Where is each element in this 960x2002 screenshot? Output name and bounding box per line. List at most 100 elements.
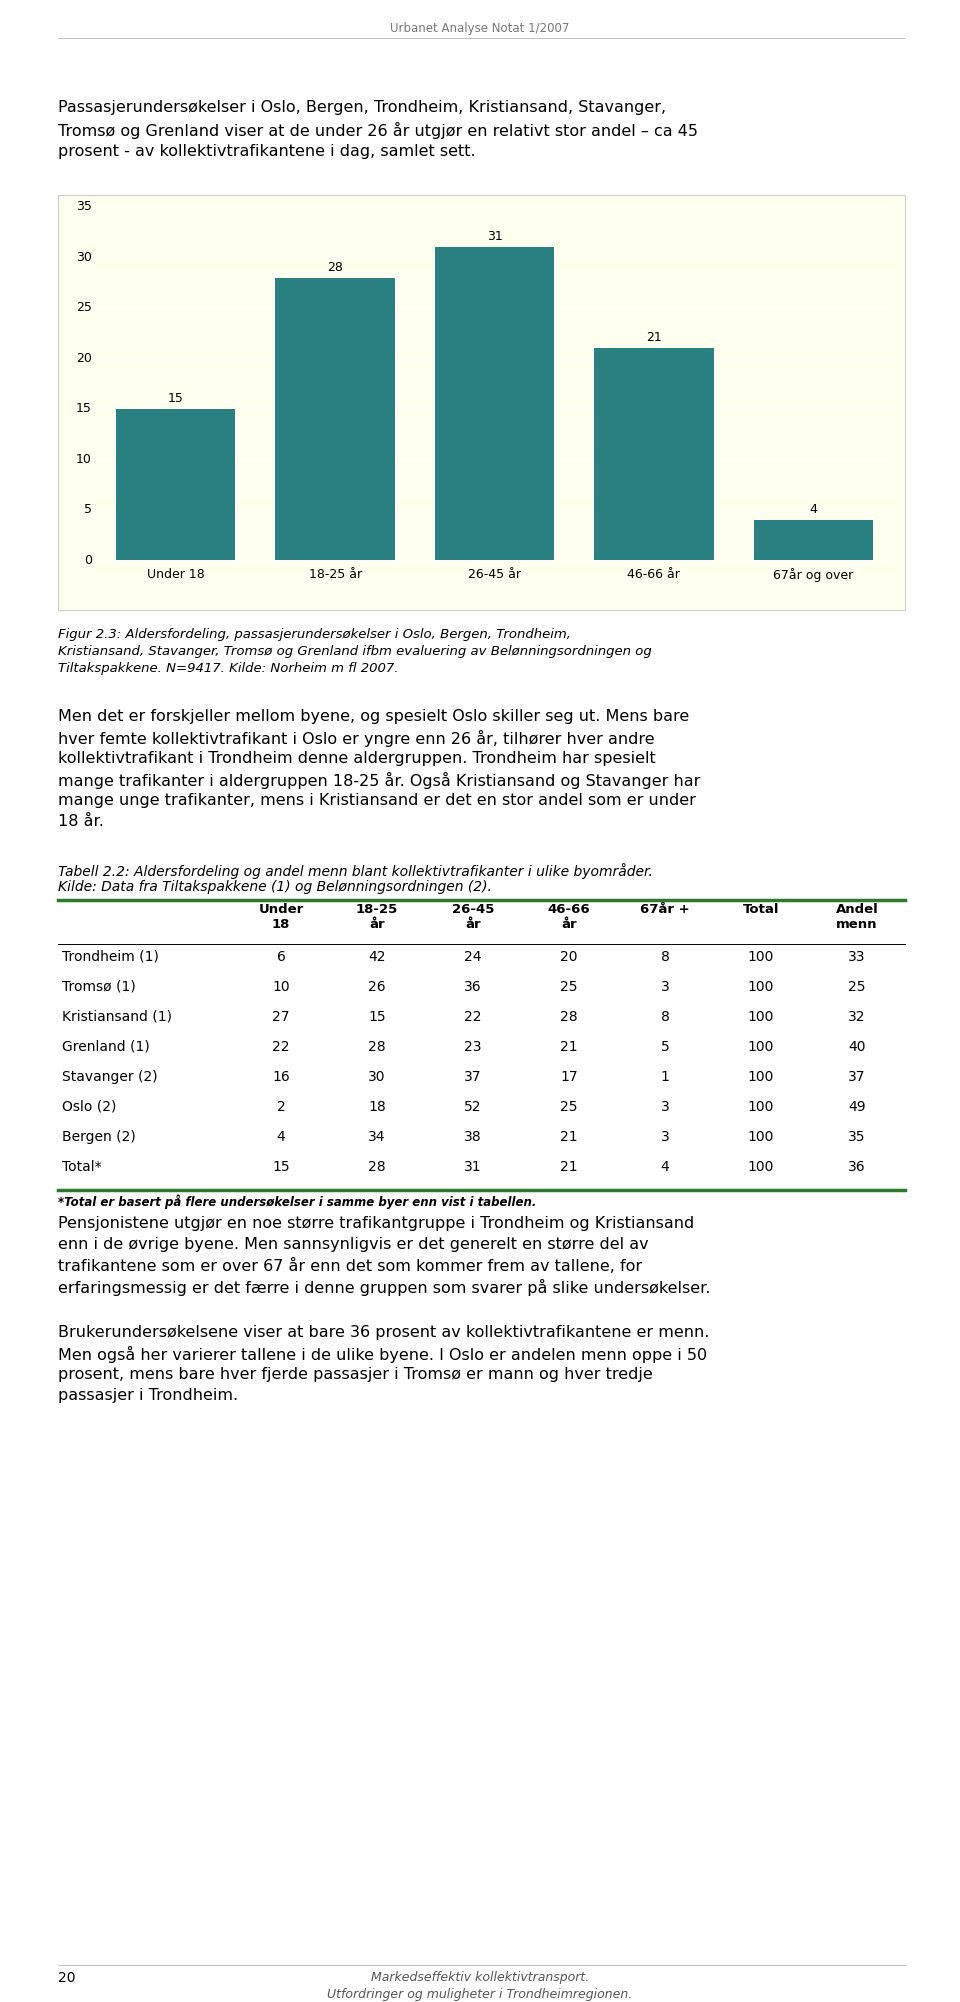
- Text: 22: 22: [273, 1039, 290, 1053]
- Text: 35: 35: [849, 1129, 866, 1143]
- Text: 0: 0: [84, 553, 92, 567]
- Text: 36: 36: [465, 981, 482, 995]
- Text: Under 18: Under 18: [147, 569, 204, 581]
- Text: passasjer i Trondheim.: passasjer i Trondheim.: [58, 1387, 238, 1403]
- Text: 21: 21: [561, 1129, 578, 1143]
- Text: 100: 100: [748, 981, 774, 995]
- Text: 15: 15: [273, 1159, 290, 1173]
- Text: 26: 26: [369, 981, 386, 995]
- Text: 4: 4: [809, 503, 817, 517]
- Text: 8: 8: [660, 1009, 669, 1023]
- Text: Oslo (2): Oslo (2): [62, 1099, 116, 1113]
- Text: 26-45
år: 26-45 år: [452, 903, 494, 931]
- Text: 25: 25: [561, 981, 578, 995]
- Text: 2: 2: [276, 1099, 285, 1113]
- Text: 37: 37: [465, 1069, 482, 1083]
- Text: Urbanet Analyse Notat 1/2007: Urbanet Analyse Notat 1/2007: [391, 22, 569, 34]
- Text: Passasjerundersøkelser i Oslo, Bergen, Trondheim, Kristiansand, Stavanger,: Passasjerundersøkelser i Oslo, Bergen, T…: [58, 100, 666, 114]
- Text: 21: 21: [561, 1039, 578, 1053]
- Text: Total: Total: [743, 903, 780, 917]
- Text: 38: 38: [465, 1129, 482, 1143]
- Text: 30: 30: [76, 250, 92, 264]
- Text: Grenland (1): Grenland (1): [62, 1039, 150, 1053]
- Text: 18 år.: 18 år.: [58, 815, 104, 829]
- Text: Total*: Total*: [62, 1159, 102, 1173]
- Text: 52: 52: [465, 1099, 482, 1113]
- Text: 37: 37: [849, 1069, 866, 1083]
- Text: 17: 17: [561, 1069, 578, 1083]
- Text: 18: 18: [368, 1099, 386, 1113]
- Text: kollektivtrafikant i Trondheim denne aldergruppen. Trondheim har spesielt: kollektivtrafikant i Trondheim denne ald…: [58, 751, 656, 767]
- Text: 67år og over: 67år og over: [773, 569, 853, 583]
- Text: 21: 21: [646, 330, 661, 344]
- Text: Kristiansand (1): Kristiansand (1): [62, 1009, 172, 1023]
- Text: 4: 4: [276, 1129, 285, 1143]
- Bar: [594, 348, 713, 561]
- Text: 46-66 år: 46-66 år: [628, 569, 681, 581]
- Text: 24: 24: [465, 951, 482, 965]
- Text: Tiltakspakkene. N=9417. Kilde: Norheim m fl 2007.: Tiltakspakkene. N=9417. Kilde: Norheim m…: [58, 663, 398, 675]
- Text: Men også her varierer tallene i de ulike byene. I Oslo er andelen menn oppe i 50: Men også her varierer tallene i de ulike…: [58, 1345, 708, 1363]
- Text: 5: 5: [660, 1039, 669, 1053]
- Text: 25: 25: [849, 981, 866, 995]
- Text: trafikantene som er over 67 år enn det som kommer frem av tallene, for: trafikantene som er over 67 år enn det s…: [58, 1257, 642, 1273]
- Bar: [435, 248, 554, 561]
- Text: 100: 100: [748, 1009, 774, 1023]
- Text: 46-66
år: 46-66 år: [548, 903, 590, 931]
- Text: 1: 1: [660, 1069, 669, 1083]
- Text: 49: 49: [849, 1099, 866, 1113]
- Text: prosent - av kollektivtrafikantene i dag, samlet sett.: prosent - av kollektivtrafikantene i dag…: [58, 144, 475, 158]
- Text: mange unge trafikanter, mens i Kristiansand er det en stor andel som er under: mange unge trafikanter, mens i Kristians…: [58, 793, 696, 809]
- Text: 27: 27: [273, 1009, 290, 1023]
- Text: 22: 22: [465, 1009, 482, 1023]
- Text: 30: 30: [369, 1069, 386, 1083]
- Text: Pensjonistene utgjør en noe større trafikantgruppe i Trondheim og Kristiansand: Pensjonistene utgjør en noe større trafi…: [58, 1215, 694, 1231]
- Text: mange trafikanter i aldergruppen 18-25 år. Også Kristiansand og Stavanger har: mange trafikanter i aldergruppen 18-25 å…: [58, 773, 701, 789]
- Text: 10: 10: [76, 452, 92, 466]
- Text: 100: 100: [748, 1159, 774, 1173]
- Text: 8: 8: [660, 951, 669, 965]
- Text: 67år +: 67år +: [640, 903, 690, 917]
- Text: enn i de øvrige byene. Men sannsynligvis er det generelt en større del av: enn i de øvrige byene. Men sannsynligvis…: [58, 1237, 649, 1251]
- Text: 40: 40: [849, 1039, 866, 1053]
- Text: 31: 31: [465, 1159, 482, 1173]
- Text: Trondheim (1): Trondheim (1): [62, 951, 158, 965]
- Text: 28: 28: [369, 1159, 386, 1173]
- Text: 5: 5: [84, 503, 92, 517]
- Text: 28: 28: [561, 1009, 578, 1023]
- Text: 32: 32: [849, 1009, 866, 1023]
- Text: *Total er basert på flere undersøkelser i samme byer enn vist i tabellen.: *Total er basert på flere undersøkelser …: [58, 1193, 537, 1209]
- Text: Tromsø og Grenland viser at de under 26 år utgjør en relativt stor andel – ca 45: Tromsø og Grenland viser at de under 26 …: [58, 122, 698, 138]
- Text: 15: 15: [369, 1009, 386, 1023]
- Text: 23: 23: [465, 1039, 482, 1053]
- Text: 100: 100: [748, 1039, 774, 1053]
- Text: 31: 31: [487, 230, 502, 244]
- Text: 16: 16: [272, 1069, 290, 1083]
- Text: 20: 20: [58, 1972, 76, 1986]
- Text: Brukerundersøkelsene viser at bare 36 prosent av kollektivtrafikantene er menn.: Brukerundersøkelsene viser at bare 36 pr…: [58, 1325, 709, 1339]
- Bar: [58, 194, 905, 611]
- Text: 34: 34: [369, 1129, 386, 1143]
- Text: 28: 28: [369, 1039, 386, 1053]
- Text: 15: 15: [76, 402, 92, 414]
- Text: prosent, mens bare hver fjerde passasjer i Tromsø er mann og hver tredje: prosent, mens bare hver fjerde passasjer…: [58, 1367, 653, 1381]
- Text: 3: 3: [660, 1099, 669, 1113]
- Text: Utfordringer og muligheter i Trondheimregionen.: Utfordringer og muligheter i Trondheimre…: [327, 1988, 633, 2002]
- Text: 3: 3: [660, 1129, 669, 1143]
- Bar: [754, 521, 873, 561]
- Text: 26-45 år: 26-45 år: [468, 569, 521, 581]
- Bar: [116, 408, 235, 561]
- Text: Bergen (2): Bergen (2): [62, 1129, 135, 1143]
- Text: hver femte kollektivtrafikant i Oslo er yngre enn 26 år, tilhører hver andre: hver femte kollektivtrafikant i Oslo er …: [58, 731, 655, 747]
- Text: 25: 25: [561, 1099, 578, 1113]
- Text: 100: 100: [748, 1129, 774, 1143]
- Text: 3: 3: [660, 981, 669, 995]
- Text: 18-25 år: 18-25 år: [308, 569, 362, 581]
- Text: 100: 100: [748, 1069, 774, 1083]
- Text: 20: 20: [561, 951, 578, 965]
- Text: Tabell 2.2: Aldersfordeling og andel menn blant kollektivtrafikanter i ulike byo: Tabell 2.2: Aldersfordeling og andel men…: [58, 863, 653, 879]
- Text: 18-25
år: 18-25 år: [356, 903, 398, 931]
- Text: Under
18: Under 18: [258, 903, 303, 931]
- Bar: [276, 278, 395, 561]
- Text: Andel
menn: Andel menn: [835, 903, 878, 931]
